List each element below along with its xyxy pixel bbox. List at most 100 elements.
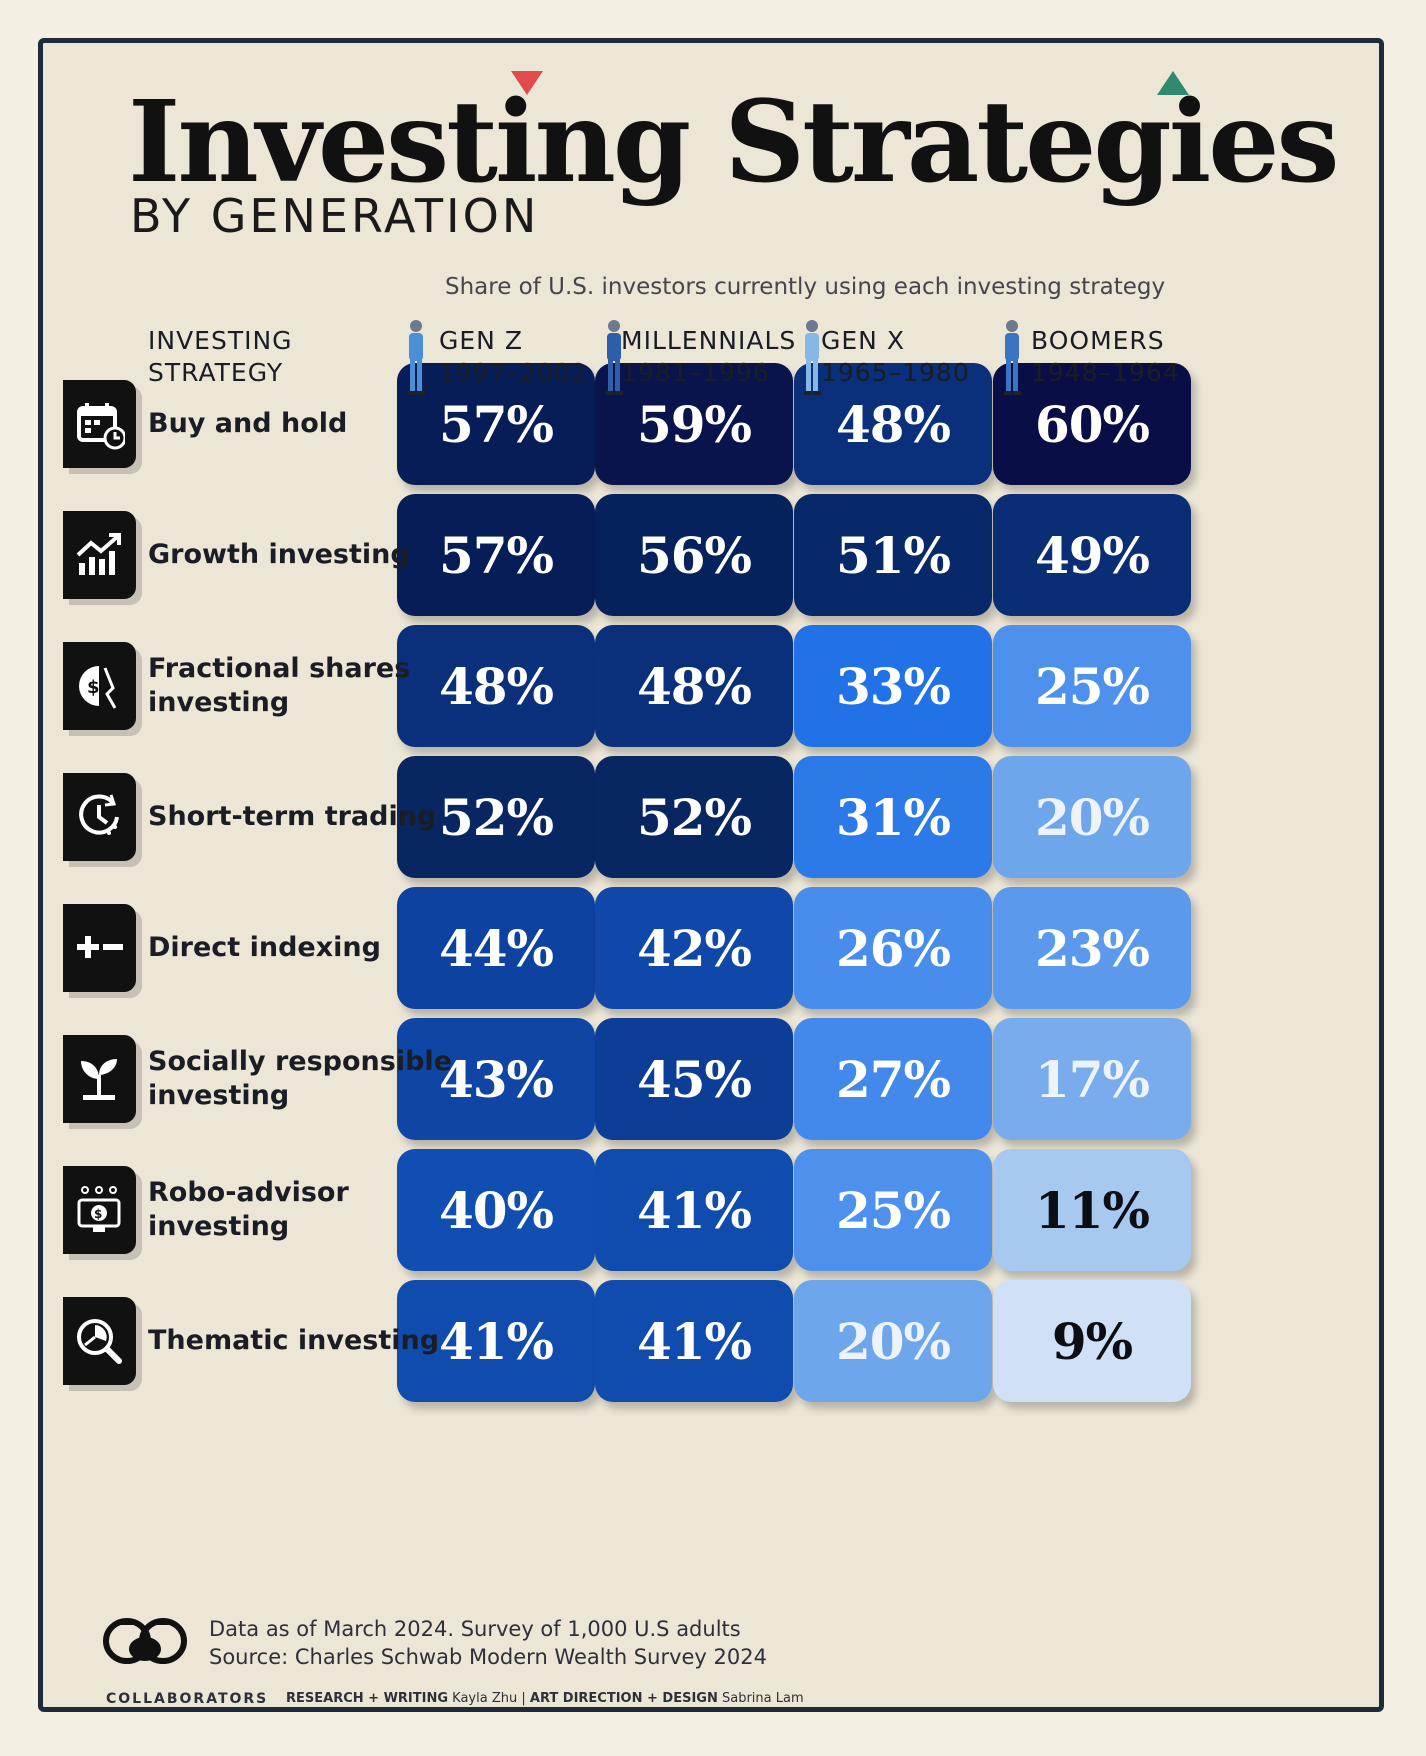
strategy-label-line: Short-term trading bbox=[148, 801, 437, 832]
page-subtitle: BY GENERATION bbox=[130, 189, 540, 243]
collaborators-label: COLLABORATORS bbox=[106, 1691, 269, 1707]
data-cell: 17% bbox=[993, 1018, 1191, 1140]
sprout-icon bbox=[81, 1059, 117, 1100]
data-cell: 45% bbox=[595, 1018, 793, 1140]
generation-years: 1948–1964 bbox=[1031, 358, 1180, 387]
strategy-label: Socially responsible investing bbox=[148, 1045, 453, 1113]
data-cell: 20% bbox=[794, 1280, 992, 1402]
row-icon-tile bbox=[63, 1035, 136, 1123]
row-icon-tile: $ bbox=[63, 1166, 136, 1254]
data-cell: 49% bbox=[993, 494, 1191, 616]
svg-text:$: $ bbox=[87, 677, 100, 698]
credits: RESEARCH + WRITING Kayla Zhu | ART DIREC… bbox=[286, 1691, 804, 1706]
data-cell: 48% bbox=[397, 625, 595, 747]
strategy-header-line: STRATEGY bbox=[148, 358, 284, 387]
magnifier-pie-icon bbox=[77, 1319, 122, 1364]
data-cell: 52% bbox=[397, 756, 595, 878]
generation-years: 1981–1996 bbox=[621, 358, 770, 387]
strategy-label: Direct indexing bbox=[148, 931, 418, 965]
strategy-label: Thematic investing bbox=[148, 1324, 440, 1358]
generation-name: MILLENNIALS bbox=[621, 326, 797, 355]
page-title: Investing Strategies bbox=[128, 77, 1340, 208]
data-cell: 23% bbox=[993, 887, 1191, 1009]
design-label: ART DIRECTION + DESIGN bbox=[529, 1691, 718, 1706]
data-cell: 57% bbox=[397, 363, 595, 485]
row-icon-tile bbox=[63, 1297, 136, 1385]
data-cell: 52% bbox=[595, 756, 793, 878]
data-cell: 44% bbox=[397, 887, 595, 1009]
plus-minus-icon bbox=[77, 936, 123, 958]
data-cell: 57% bbox=[397, 494, 595, 616]
row-icon-tile: $ bbox=[63, 642, 136, 730]
strategy-label-line: Thematic investing bbox=[148, 1325, 440, 1356]
strategy-label-line: Robo-advisor bbox=[148, 1177, 349, 1208]
data-cell: 60% bbox=[993, 363, 1191, 485]
data-cell: 59% bbox=[595, 363, 793, 485]
data-cell: 33% bbox=[794, 625, 992, 747]
strategy-label: Fractional shares investing bbox=[148, 652, 418, 720]
strategy-column-header: INVESTING STRATEGY bbox=[148, 325, 293, 389]
data-cell: 56% bbox=[595, 494, 793, 616]
strategy-label-line: Fractional shares bbox=[148, 653, 411, 684]
data-cell: 48% bbox=[794, 363, 992, 485]
data-cell: 41% bbox=[397, 1280, 595, 1402]
footer-data-note: Data as of March 2024. Survey of 1,000 U… bbox=[209, 1617, 741, 1641]
footer-note: Data as of March 2024. Survey of 1,000 U… bbox=[209, 1615, 767, 1671]
chart-description: Share of U.S. investors currently using … bbox=[445, 274, 1166, 300]
design-name: Sabrina Lam bbox=[721, 1691, 804, 1706]
row-icon-tile bbox=[63, 511, 136, 599]
svg-text:$: $ bbox=[94, 1207, 102, 1221]
person-figure-icon bbox=[1004, 320, 1021, 395]
data-cell: 48% bbox=[595, 625, 793, 747]
strategy-label: Growth investing bbox=[148, 538, 418, 572]
infographic-frame: Investing Strategies BY GENERATION Share… bbox=[38, 38, 1384, 1712]
robo-monitor-icon: $ bbox=[77, 1186, 121, 1232]
generation-header: GEN X 1965–1980 bbox=[821, 325, 970, 389]
strategy-label: Short-term trading bbox=[148, 800, 437, 834]
generation-name: BOOMERS bbox=[1031, 326, 1165, 355]
strategy-label: Robo-advisor investing bbox=[148, 1176, 418, 1244]
person-figure-icon bbox=[606, 320, 623, 395]
strategy-label-line: investing bbox=[148, 1080, 290, 1111]
strategy-label-line: investing bbox=[148, 1211, 290, 1242]
credit-separator: | bbox=[521, 1691, 526, 1706]
data-cell: 20% bbox=[993, 756, 1191, 878]
generation-name: GEN X bbox=[821, 326, 905, 355]
data-cell: 9% bbox=[993, 1280, 1191, 1402]
strategy-header-line: INVESTING bbox=[148, 326, 293, 355]
data-cell: 41% bbox=[595, 1149, 793, 1271]
data-cell: 25% bbox=[993, 625, 1191, 747]
strategy-label-line: investing bbox=[148, 687, 290, 718]
data-cell: 41% bbox=[595, 1280, 793, 1402]
data-cell: 40% bbox=[397, 1149, 595, 1271]
data-cell: 42% bbox=[595, 887, 793, 1009]
growth-chart-icon bbox=[76, 533, 121, 575]
footer-source: Source: Charles Schwab Modern Wealth Sur… bbox=[209, 1645, 767, 1669]
row-icon-tile bbox=[63, 380, 136, 468]
down-triangle-icon bbox=[511, 71, 543, 95]
person-figure-icon bbox=[408, 320, 425, 395]
fractional-coin-icon: $ bbox=[79, 666, 117, 709]
collaborators-logo-icon bbox=[103, 1618, 187, 1664]
generation-header: GEN Z 1997–2002 bbox=[439, 325, 588, 389]
strategy-label: Buy and hold bbox=[148, 407, 418, 441]
data-cell: 26% bbox=[794, 887, 992, 1009]
data-cell: 27% bbox=[794, 1018, 992, 1140]
calendar-clock-icon bbox=[77, 403, 125, 450]
clock-refresh-icon bbox=[79, 794, 119, 835]
strategy-label-line: Buy and hold bbox=[148, 408, 348, 439]
data-cell: 25% bbox=[794, 1149, 992, 1271]
research-label: RESEARCH + WRITING bbox=[286, 1691, 449, 1706]
person-figure-icon bbox=[804, 320, 821, 395]
strategy-label-line: Socially responsible bbox=[148, 1046, 453, 1077]
generation-header: BOOMERS 1948–1964 bbox=[1031, 325, 1180, 389]
research-name: Kayla Zhu bbox=[452, 1691, 518, 1706]
strategy-label-line: Direct indexing bbox=[148, 932, 381, 963]
generation-years: 1965–1980 bbox=[821, 358, 970, 387]
data-cell: 31% bbox=[794, 756, 992, 878]
generation-name: GEN Z bbox=[439, 326, 523, 355]
row-icon-tile bbox=[63, 773, 136, 861]
data-cell: 51% bbox=[794, 494, 992, 616]
data-cell: 43% bbox=[397, 1018, 595, 1140]
up-triangle-icon bbox=[1157, 71, 1189, 95]
